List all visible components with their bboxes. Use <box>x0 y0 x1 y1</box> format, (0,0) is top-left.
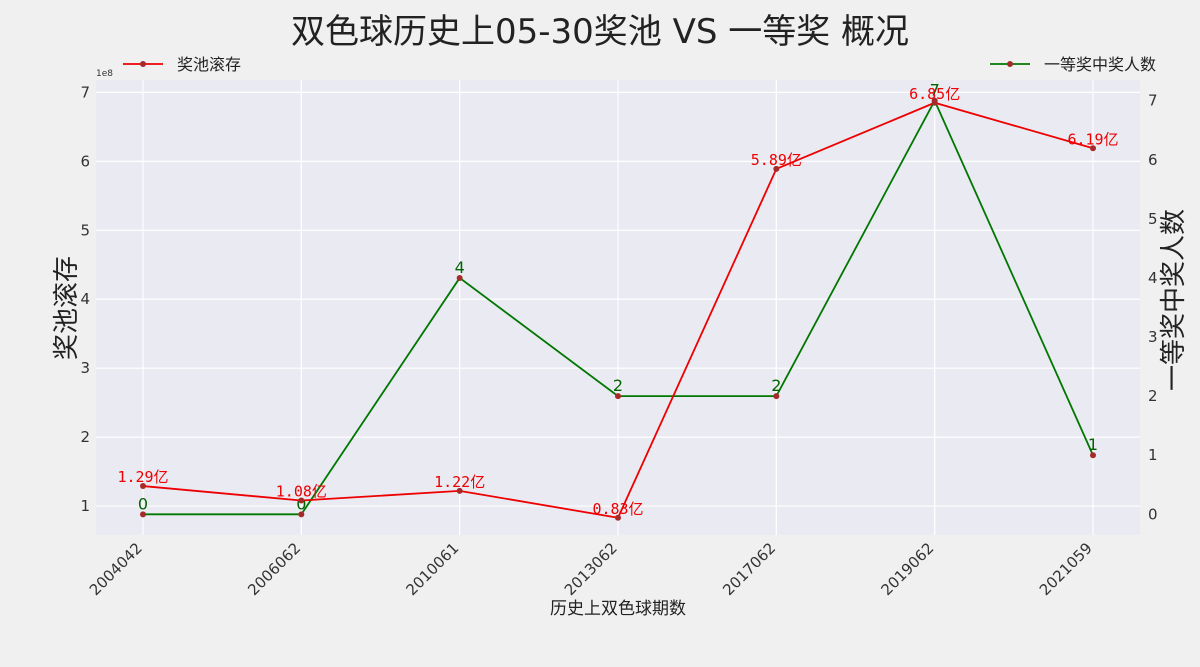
legend-marker-1 <box>1007 61 1013 67</box>
data-point <box>140 511 146 518</box>
data-point <box>456 487 463 494</box>
data-point <box>1090 145 1096 152</box>
data-label: 1.08亿 <box>276 483 327 501</box>
data-label: 7 <box>930 81 940 100</box>
y-right-tick-label: 1 <box>1148 446 1158 464</box>
data-label: 2 <box>613 376 623 395</box>
legend-label-1: 一等奖中奖人数 <box>1044 55 1156 74</box>
chart-title: 双色球历史上05-30奖池 VS 一等奖 概况 <box>291 12 909 52</box>
data-point <box>298 511 305 518</box>
y-left-tick-label: 2 <box>80 428 90 446</box>
y-right-tick-label: 4 <box>1148 269 1158 287</box>
data-point <box>773 165 780 172</box>
y-left-tick-label: 1 <box>80 497 90 515</box>
data-point <box>456 274 463 281</box>
x-axis-title: 历史上双色球期数 <box>550 599 686 619</box>
y-left-offset-label: 1e8 <box>96 69 113 79</box>
y-right-tick-label: 5 <box>1148 210 1158 228</box>
y-right-tick-label: 3 <box>1148 328 1158 346</box>
y-right-tick-label: 6 <box>1148 151 1158 169</box>
data-label: 0 <box>138 494 148 513</box>
y-left-tick-label: 7 <box>80 83 90 101</box>
data-label: 6.19亿 <box>1067 130 1118 148</box>
data-label: 6.85亿 <box>909 85 960 103</box>
data-label: 0.83亿 <box>592 500 643 518</box>
data-point <box>298 497 305 504</box>
data-point <box>931 99 938 106</box>
y-left-tick-label: 3 <box>80 359 90 377</box>
data-label: 0 <box>296 494 306 513</box>
legend-marker-0 <box>140 61 146 67</box>
data-point <box>1090 452 1096 459</box>
data-label: 5.89亿 <box>751 151 802 169</box>
y-right-tick-label: 2 <box>1148 387 1158 405</box>
data-point <box>615 514 621 521</box>
y-left-axis-title: 奖池滚存 <box>52 256 82 360</box>
data-label: 1.29亿 <box>117 468 168 486</box>
legend: 奖池滚存 一等奖中奖人数 <box>123 55 1156 74</box>
legend-label-0: 奖池滚存 <box>177 55 241 74</box>
data-label: 4 <box>455 258 465 277</box>
y-right-axis-title: 一等奖中奖人数 <box>1159 209 1189 391</box>
y-left-tick-label: 5 <box>80 221 90 239</box>
y-right-tick-label: 7 <box>1148 92 1158 110</box>
data-point <box>773 393 780 400</box>
data-label: 1.22亿 <box>434 473 485 491</box>
data-point <box>615 393 621 400</box>
data-point <box>140 483 146 490</box>
data-label: 2 <box>771 376 781 395</box>
y-left-tick-label: 4 <box>80 290 90 308</box>
y-left-tick-label: 6 <box>80 152 90 170</box>
y-right-tick-label: 0 <box>1148 505 1158 523</box>
data-label: 1 <box>1088 435 1098 454</box>
